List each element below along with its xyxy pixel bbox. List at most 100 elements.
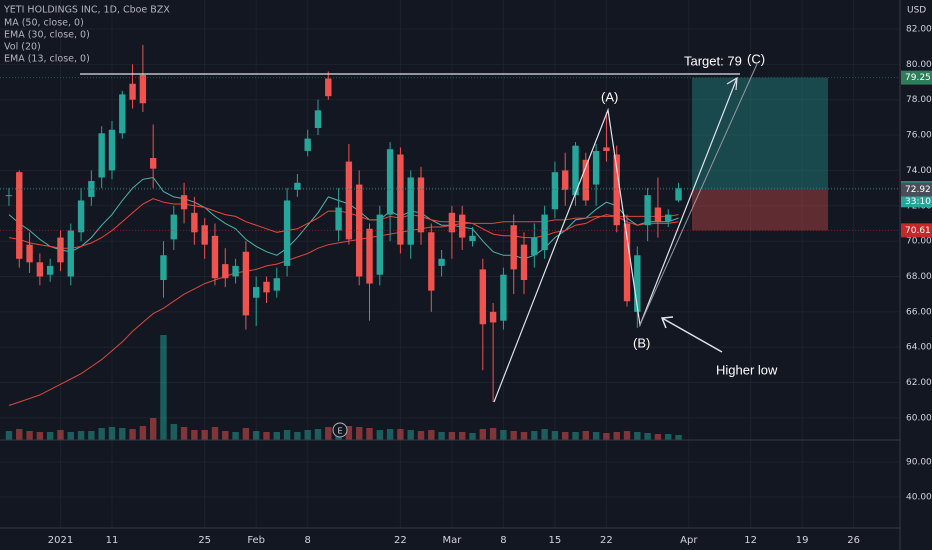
volume-bar (88, 431, 95, 440)
loss-zone (692, 189, 828, 231)
volume-bar (77, 431, 85, 440)
candle-body (201, 225, 208, 245)
candle-body (160, 255, 167, 281)
candle-body (149, 158, 157, 169)
candle-body (46, 265, 54, 275)
volume-bar (541, 429, 548, 440)
volume-bar (160, 335, 167, 440)
volume-bar (211, 427, 219, 440)
volume-bar (149, 418, 157, 440)
volume-bar (500, 430, 507, 440)
indicator-line (8, 214, 679, 406)
volume-bar (572, 432, 579, 440)
volume-bar (283, 430, 291, 440)
y-tick-label: 74.00 (906, 166, 932, 176)
symbol-title: YETI HOLDINGS INC, 1D, Cboe BZX (3, 5, 170, 16)
y-tick-label: 64.00 (906, 343, 932, 353)
candle-body (428, 232, 435, 291)
candle-body (345, 161, 353, 240)
volume-bar (67, 432, 74, 440)
indicator-label: EMA (30, close, 0) (4, 30, 90, 41)
candle-body (613, 154, 620, 226)
x-tick-label: 2021 (48, 535, 73, 546)
x-tick-label: 22 (394, 535, 407, 546)
candle-body (417, 177, 425, 233)
volume-bar (479, 429, 487, 440)
volume-bar (98, 428, 105, 440)
volume-bar (562, 432, 569, 440)
annotation: Higher low (716, 362, 778, 377)
volume-bar (191, 430, 198, 440)
x-tick-label: 8 (305, 535, 311, 546)
profit-zone (692, 77, 828, 190)
y-tick-label: 82.00 (906, 24, 932, 34)
annotation: (C) (747, 51, 765, 66)
volume-bar (428, 430, 435, 440)
volume-bar (36, 432, 44, 440)
candle-body (469, 235, 476, 242)
indicator-label: EMA (13, close, 0) (4, 54, 90, 65)
y-tick-label: 40.00 (906, 493, 932, 503)
candle-body (551, 172, 559, 210)
y-tick-label: 80.00 (906, 60, 932, 70)
volume-bar (242, 428, 250, 440)
candle-body (479, 269, 487, 325)
candle-body (191, 212, 198, 233)
candle-body (5, 195, 13, 197)
countdown-label: 33:10 (905, 197, 931, 207)
x-tick-label: 22 (600, 535, 613, 546)
x-tick-label: Apr (680, 535, 698, 546)
entry-tag-label: 72.92 (905, 185, 931, 195)
candle-body (366, 228, 373, 284)
x-tick-label: Mar (442, 535, 462, 546)
volume-bar (510, 431, 517, 440)
countdown-tag (901, 195, 932, 208)
volume-bar (459, 432, 466, 440)
candle-body (16, 172, 23, 259)
y-tick-label: 90.00 (906, 458, 932, 468)
candle-body (397, 154, 404, 245)
candle-body (675, 188, 682, 201)
indicator-line (8, 176, 679, 260)
candle-body (211, 235, 219, 279)
annotation: (A) (601, 89, 618, 104)
y-tick-label: 60.00 (906, 413, 932, 423)
y-tick-label: 78.00 (906, 95, 932, 105)
candle-body (108, 129, 116, 171)
entry-tag (901, 182, 932, 197)
x-tick-label: Feb (247, 535, 265, 546)
volume-bar (644, 433, 651, 440)
volume-bar (201, 430, 208, 440)
y-tick-label: 76.00 (906, 131, 932, 141)
volume-bar (345, 426, 353, 440)
candle-body (665, 214, 672, 222)
candle-body (510, 225, 517, 270)
indicator-line (8, 198, 679, 249)
volume-bar (603, 433, 610, 440)
volume-bar (304, 430, 311, 440)
candle-body (644, 195, 651, 226)
candle-body (325, 78, 332, 97)
candle-body (438, 258, 445, 266)
volume-bar (129, 429, 136, 440)
volume-bar (294, 432, 301, 440)
candle-body (407, 177, 414, 245)
candle-body (294, 182, 301, 190)
volume-bar (592, 432, 600, 440)
x-tick-label: 8 (500, 535, 506, 546)
volume-bar (180, 427, 188, 440)
volume-bar (489, 428, 497, 440)
volume-bar (366, 428, 373, 440)
higher-low-arrow (661, 317, 723, 353)
earnings-marker (332, 422, 348, 438)
volume-bar (5, 431, 13, 440)
volume-bar (654, 434, 662, 440)
arrow-head (660, 316, 674, 329)
x-tick-label: 25 (198, 535, 211, 546)
volume-bar (675, 435, 682, 440)
candle-body (448, 212, 456, 233)
candle-body (252, 287, 260, 298)
candle-body (283, 200, 291, 266)
earnings-label: E (337, 427, 342, 436)
